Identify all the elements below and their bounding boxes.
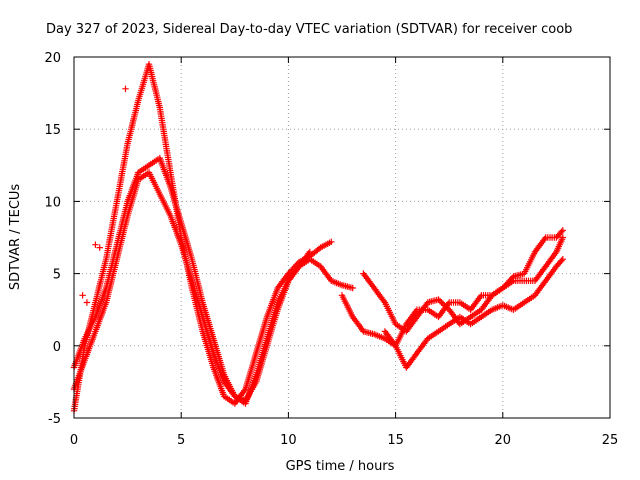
x-tick-label: 0 bbox=[70, 433, 78, 448]
data-point-track-e bbox=[559, 227, 566, 234]
data-point-track-d bbox=[559, 256, 566, 263]
data-point-outlier bbox=[96, 244, 103, 251]
axis-ticks: 0 5 10 15 20 25 -5 0 5 10 15 20 bbox=[44, 51, 618, 448]
plot-frame bbox=[73, 56, 611, 419]
y-tick-label: 20 bbox=[44, 51, 61, 66]
data-point-track-e bbox=[435, 296, 442, 303]
y-tick-label: 15 bbox=[44, 123, 61, 138]
y-tick-label: -5 bbox=[48, 412, 61, 427]
y-axis-label: SDTVAR / TECUs bbox=[8, 184, 23, 291]
y-tick-label: 5 bbox=[53, 268, 61, 283]
data-point-track-f bbox=[559, 234, 566, 241]
data-point-track-e bbox=[558, 228, 565, 235]
data-point-track-c bbox=[306, 248, 313, 256]
x-tick-label: 20 bbox=[495, 433, 512, 448]
x-tick-label: 5 bbox=[177, 433, 185, 448]
y-tick-label: 0 bbox=[53, 340, 61, 355]
data-point-outlier bbox=[122, 85, 129, 92]
data-point-outlier bbox=[79, 292, 86, 299]
data-points bbox=[70, 61, 566, 414]
x-tick-label: 15 bbox=[387, 433, 404, 448]
chart-title: Day 327 of 2023, Sidereal Day-to-day VTE… bbox=[46, 22, 572, 37]
data-point-track-e bbox=[436, 297, 444, 305]
x-axis-label: GPS time / hours bbox=[286, 459, 395, 474]
data-point-track-a bbox=[328, 238, 335, 245]
grid bbox=[74, 57, 610, 418]
x-tick-label: 10 bbox=[280, 433, 297, 448]
y-tick-label: 10 bbox=[44, 195, 61, 210]
x-tick-label: 25 bbox=[602, 433, 619, 448]
data-point-outlier bbox=[83, 299, 91, 306]
data-point-outlier bbox=[92, 241, 99, 248]
data-point-track-d bbox=[558, 257, 565, 264]
data-point-track-b bbox=[349, 284, 356, 292]
